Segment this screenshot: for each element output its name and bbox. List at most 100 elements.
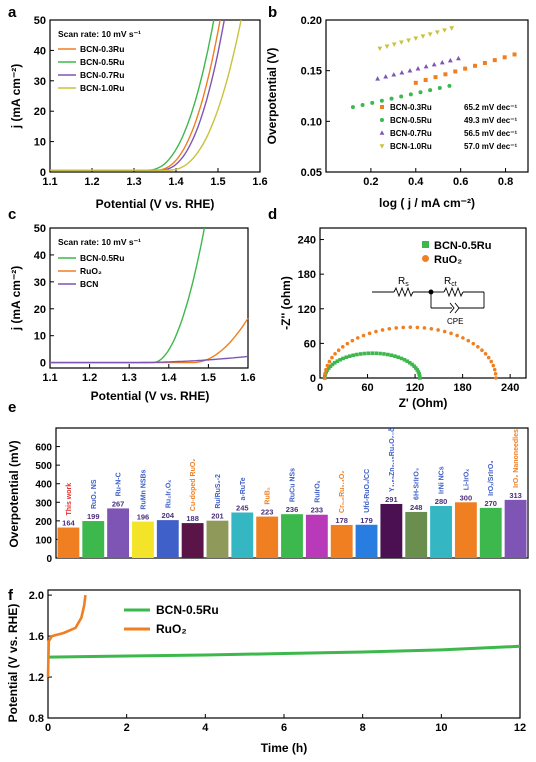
data-point xyxy=(393,354,397,358)
bar-category-label: Y₁.₈₅Zn₀.₁₅Ru₂O₇₋δ xyxy=(389,428,396,492)
curve-BCN-0.3Ru xyxy=(50,19,221,171)
data-point xyxy=(330,362,335,367)
x-tick-label: 6 xyxy=(281,722,287,734)
y-tick-label: 180 xyxy=(298,269,316,281)
data-point xyxy=(347,354,352,358)
data-point xyxy=(489,359,494,364)
data-point xyxy=(405,359,410,363)
data-point xyxy=(385,352,390,357)
data-point xyxy=(491,363,496,368)
y-tick-label: 1.2 xyxy=(29,672,44,684)
panel-e-yticks: 0 100 200 300 400 500 600 xyxy=(35,443,60,565)
panel-c-xlabel: Potential (V vs. RHE) xyxy=(91,389,210,403)
legend-marker xyxy=(380,118,384,122)
x-tick-label: 1.2 xyxy=(84,176,99,188)
x-tick-label: 120 xyxy=(406,382,424,394)
x-tick-label: 0 xyxy=(317,382,323,394)
bar-category-label: Li-IrOₓ xyxy=(463,469,470,491)
bar xyxy=(181,523,204,558)
data-point xyxy=(323,372,327,376)
data-point xyxy=(382,352,386,356)
data-point xyxy=(380,328,385,332)
data-point xyxy=(396,355,401,360)
data-point xyxy=(340,345,345,349)
panel-a-ylabel: j (mA cm⁻²) xyxy=(9,64,23,130)
bar-category-label: a-RuTe xyxy=(240,477,247,500)
panel-c-xticks: 1.1 1.2 1.3 1.4 1.5 1.6 xyxy=(42,364,256,384)
y-tick-label: 0.05 xyxy=(301,167,322,179)
bar-value-label: 291 xyxy=(385,495,398,504)
data-point xyxy=(415,368,420,372)
equivalent-circuit xyxy=(372,286,485,314)
data-point xyxy=(413,36,419,41)
circuit-rs-label: Rs xyxy=(398,276,409,288)
data-point xyxy=(423,64,429,69)
legend-label: RuO₂ xyxy=(434,254,462,266)
panel-b-xlabel: log ( j / mA cm⁻²) xyxy=(379,196,475,210)
panel-e-chart: 0 100 200 300 400 500 600 164 This work 199 RuO₂ … xyxy=(7,427,529,565)
panel-c-yticks: 0 10 20 30 40 50 xyxy=(34,223,54,370)
data-point xyxy=(389,353,394,358)
data-point xyxy=(399,70,405,75)
data-point xyxy=(486,355,491,360)
data-point xyxy=(416,370,421,374)
circuit-cpe-symbol-2 xyxy=(454,302,460,314)
data-point xyxy=(413,80,418,85)
panel-f-ylabel: Potential (V vs. RHE) xyxy=(6,604,20,723)
data-point xyxy=(324,367,328,372)
data-point xyxy=(333,352,337,356)
panel-e-bars: 164 This work 199 RuO₂ NS 267 Ru-N-C 196 RuMn N… xyxy=(57,428,527,558)
circuit-rct-sub: ct xyxy=(451,281,457,288)
data-point xyxy=(394,326,399,330)
data-point xyxy=(422,326,427,330)
bar xyxy=(330,524,353,558)
y-tick-label: 0 xyxy=(46,554,52,565)
x-tick-label: 1.6 xyxy=(252,176,267,188)
legend-slope: 56.5 mV dec⁻¹ xyxy=(464,129,517,138)
data-point xyxy=(483,352,488,356)
data-point xyxy=(374,329,378,334)
legend-label: BCN-1.0Ru xyxy=(390,142,432,151)
data-point xyxy=(437,85,442,90)
bar-value-label: 248 xyxy=(410,503,423,512)
bar xyxy=(281,514,303,558)
data-point xyxy=(361,333,366,338)
data-point xyxy=(330,355,334,360)
data-point xyxy=(449,26,455,31)
bar-category-label: RuO₂ NS xyxy=(91,479,98,509)
data-point xyxy=(466,338,471,343)
data-point xyxy=(391,72,397,77)
bar-value-label: 179 xyxy=(360,516,373,525)
data-point xyxy=(463,66,468,71)
legend-marker xyxy=(422,255,429,262)
x-tick-label: 1.3 xyxy=(122,372,137,384)
data-point xyxy=(442,329,447,334)
y-tick-label: 600 xyxy=(35,443,52,454)
legend-label: BCN-0.3Ru xyxy=(390,103,432,112)
data-point xyxy=(360,103,365,108)
x-tick-label: 8 xyxy=(360,722,366,734)
data-point xyxy=(408,325,413,330)
panel-d-xticks: 0 60 120 180 240 xyxy=(317,374,519,394)
panel-b-points xyxy=(350,26,517,110)
panel-a-frame xyxy=(49,19,261,173)
bar xyxy=(454,502,477,558)
data-point xyxy=(423,77,428,82)
data-point xyxy=(494,376,498,380)
y-tick-label: 60 xyxy=(304,338,316,350)
data-point xyxy=(442,28,447,33)
data-point xyxy=(391,42,397,47)
circuit-cpe-label: CPE xyxy=(447,317,463,326)
x-tick-label: 180 xyxy=(453,382,471,394)
bar xyxy=(82,521,105,558)
panel-c-ylabel: j (mA cm⁻²) xyxy=(9,266,23,332)
curve-BCN-1.0Ru xyxy=(50,19,242,171)
panel-f-xlabel: Time (h) xyxy=(261,741,307,755)
bar xyxy=(355,524,378,558)
x-tick-label: 4 xyxy=(202,722,209,734)
bar xyxy=(206,520,229,558)
data-point xyxy=(417,374,422,378)
panel-a-chart: 1.1 1.2 1.3 1.4 1.5 1.6 0 10 20 30 40 50 Scan rate… xyxy=(9,15,268,211)
bar-value-label: 201 xyxy=(211,512,224,521)
